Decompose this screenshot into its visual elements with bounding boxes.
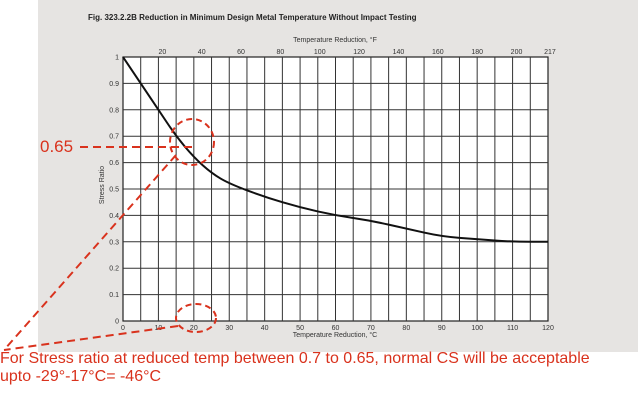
- x-tick-label-f: 217: [544, 49, 556, 56]
- caption-line-1: For Stress ratio at reduced temp between…: [0, 350, 590, 367]
- stress-ratio-curve: [122, 56, 548, 243]
- bottom-axis-label: Temperature Reduction, °C: [293, 331, 378, 339]
- x-tick-label-c: 120: [542, 325, 554, 332]
- x-tick-label-f: 60: [237, 49, 245, 56]
- caption-line-2: upto -29°-17°C= -46°C: [0, 368, 162, 385]
- x-tick-label-c: 100: [471, 325, 483, 332]
- figure-title: Fig. 323.2.2B Reduction in Minimum Desig…: [88, 13, 417, 22]
- x-tick-label-f: 140: [393, 49, 405, 56]
- y-tick-label: 0.2: [109, 266, 119, 273]
- top-axis-label: Temperature Reduction, °F: [293, 36, 377, 44]
- highlight-circle-axis: [175, 303, 217, 333]
- x-tick-label-c: 50: [296, 325, 304, 332]
- x-tick-label-f: 100: [314, 49, 326, 56]
- dashed-pointer-to-caption: [3, 154, 177, 351]
- x-tick-label-f: 20: [158, 49, 166, 56]
- y-tick-label: 0.4: [109, 213, 119, 220]
- x-tick-label-c: 30: [225, 325, 233, 332]
- y-tick-label: 0.1: [109, 292, 119, 299]
- x-tick-label-c: 110: [507, 325, 518, 332]
- caption: For Stress ratio at reduced temp between…: [0, 350, 640, 386]
- y-axis-label: Stress Ratio: [99, 166, 106, 204]
- dashed-pointer-axis-to-caption: [3, 325, 179, 351]
- x-tick-label-f: 120: [353, 49, 365, 56]
- x-tick-label-c: 60: [332, 325, 340, 332]
- annotation-overlay: [3, 118, 217, 351]
- y-tick-label: 0.9: [109, 81, 119, 88]
- y-tick-label: 0.3: [109, 239, 119, 246]
- chart-ticks: 0102030405060708090100110120204060801001…: [109, 49, 556, 332]
- y-tick-label: 1: [115, 55, 119, 62]
- x-tick-label-c: 90: [438, 325, 446, 332]
- stress-ratio-065-label: 0.65: [40, 137, 74, 156]
- chart-grid: [122, 56, 549, 322]
- highlight-circle-curve: [169, 118, 215, 166]
- x-tick-label-c: 0: [121, 325, 125, 332]
- x-tick-label-c: 80: [402, 325, 410, 332]
- x-tick-label-f: 180: [471, 49, 483, 56]
- x-tick-label-c: 70: [367, 325, 375, 332]
- x-tick-label-c: 40: [261, 325, 269, 332]
- y-tick-label: 0.8: [109, 107, 119, 114]
- y-tick-label: 0.5: [109, 187, 119, 194]
- x-tick-label-f: 40: [198, 49, 206, 56]
- x-tick-label-c: 20: [190, 325, 198, 332]
- x-tick-label-f: 160: [432, 49, 444, 56]
- x-tick-label-f: 200: [511, 49, 523, 56]
- y-tick-label: 0.6: [109, 160, 119, 167]
- y-tick-label: 0.7: [109, 134, 119, 141]
- x-tick-label-f: 80: [277, 49, 285, 56]
- y-tick-label: 0: [115, 319, 119, 326]
